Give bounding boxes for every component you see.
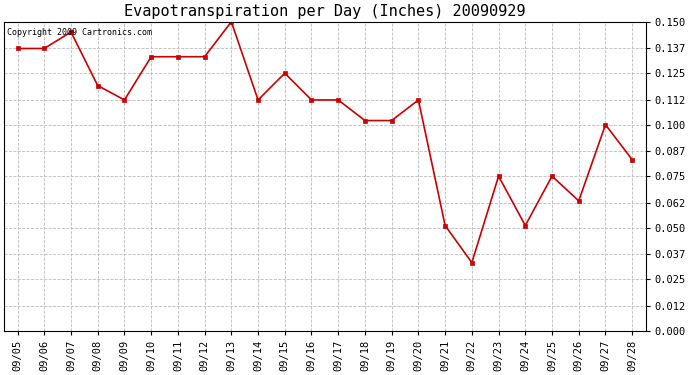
Text: Copyright 2009 Cartronics.com: Copyright 2009 Cartronics.com — [8, 28, 152, 37]
Title: Evapotranspiration per Day (Inches) 20090929: Evapotranspiration per Day (Inches) 2009… — [124, 4, 526, 19]
